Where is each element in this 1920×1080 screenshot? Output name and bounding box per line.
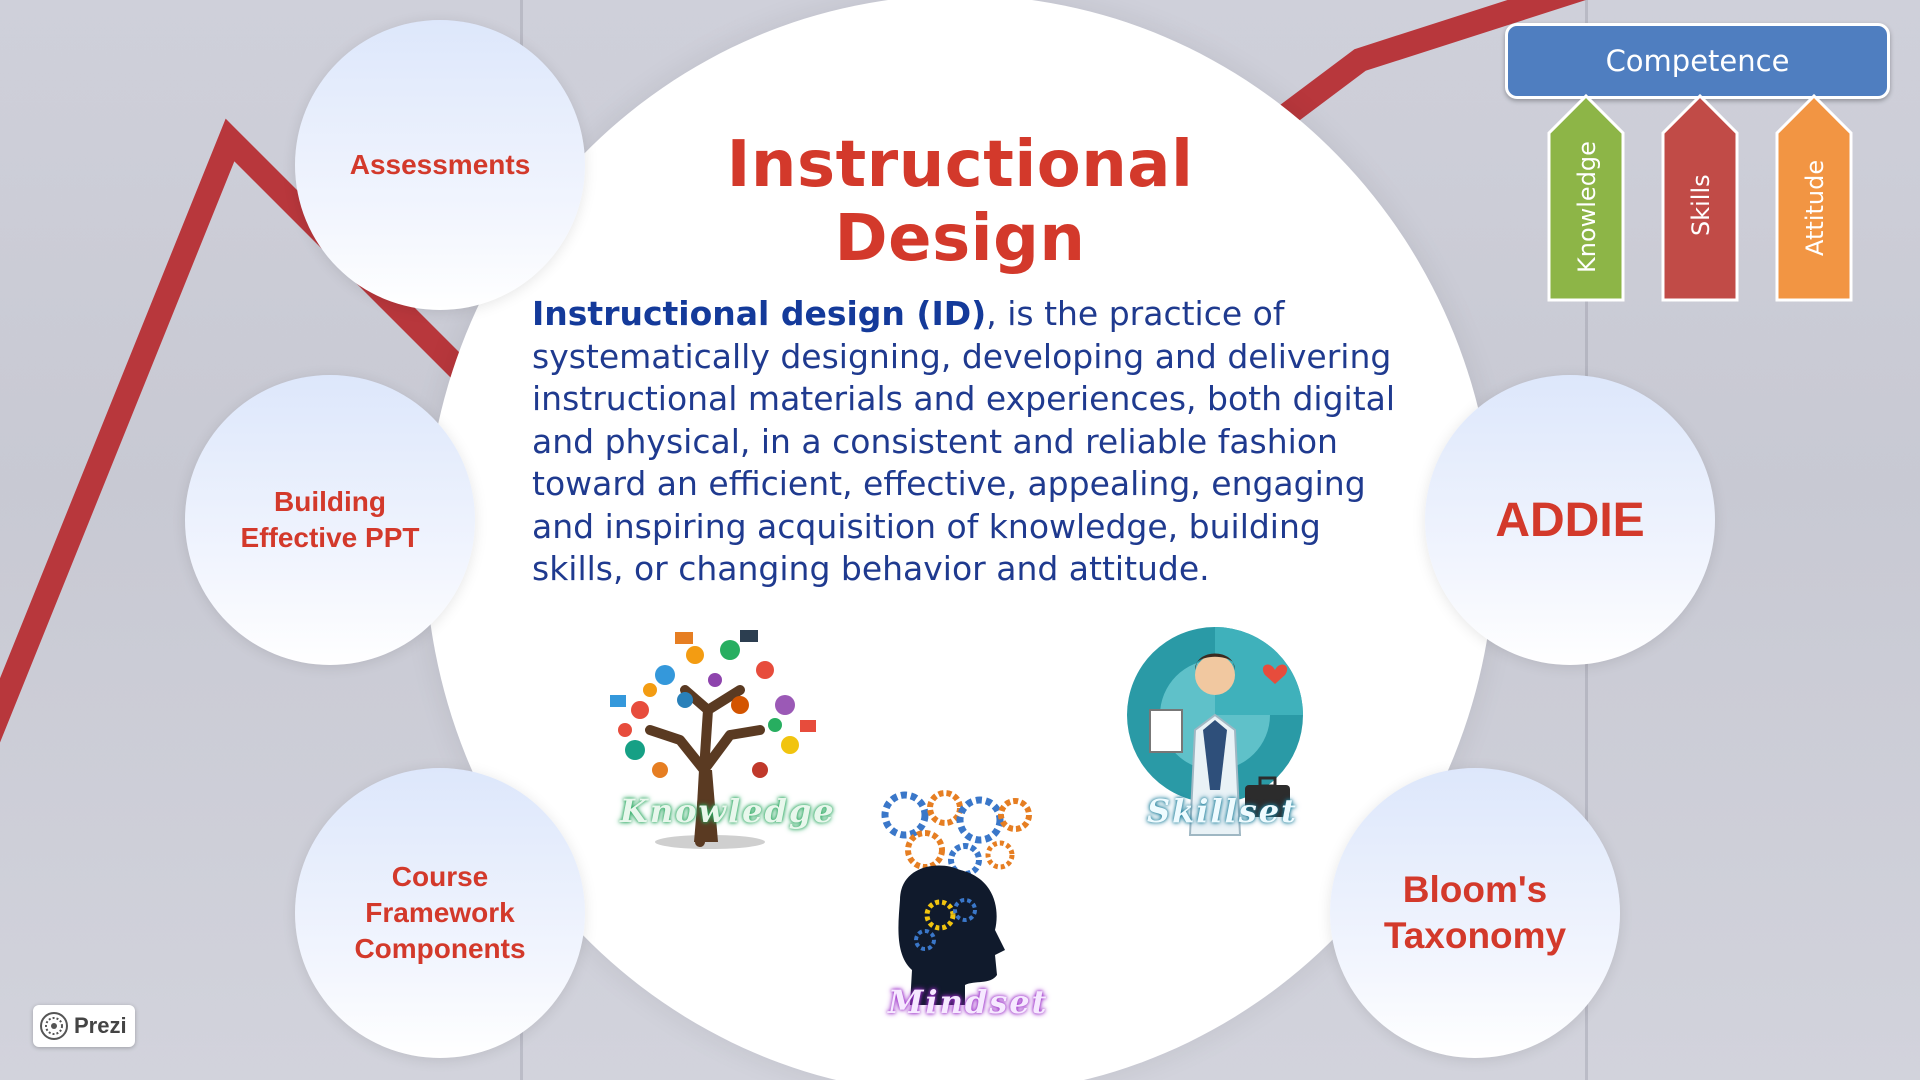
professional-icon [1127,627,1303,836]
node-label-line: Bloom's [1402,869,1548,910]
skillset-label: Skillset [1147,792,1298,830]
node-assessments-label: Assessments [349,149,531,180]
node-label-line: Course [391,861,489,892]
page-title: Instructional Design [726,128,1194,276]
node-building-effective-ppt[interactable]: Building Effective PPT [185,375,475,665]
knowledge-tree-illustration: Knowledge [590,620,834,850]
attitude-pillar-label: Attitude [1801,159,1829,256]
node-label-line: Effective PPT [240,522,420,553]
description-text: Instructional design (ID), is the practi… [532,293,1412,591]
description-term: Instructional design (ID) [532,294,987,333]
description-body: , is the practice of systematically desi… [532,294,1396,588]
prezi-logo-text: Prezi [74,1013,127,1038]
knowledge-label: Knowledge [620,792,836,830]
node-label-line: Taxonomy [1383,915,1567,956]
node-addie[interactable]: ADDIE [1425,375,1715,665]
node-label-line: Components [354,933,526,964]
knowledge-pillar-label: Knowledge [1573,141,1601,273]
node-label-line: Framework [365,897,515,928]
node-addie-label: ADDIE [1495,493,1645,547]
attitude-pillar: Attitude [1774,93,1854,303]
competence-header: Competence [1505,23,1890,99]
prezi-logo[interactable]: Prezi [33,1005,135,1047]
skillset-illustration: Skillset [1115,620,1315,850]
node-blooms-taxonomy[interactable]: Bloom's Taxonomy [1330,768,1620,1058]
prezi-logo-icon [40,1012,68,1040]
mindset-label: Mindset [888,983,1049,1021]
skills-pillar: Skills [1660,93,1740,303]
node-assessments[interactable]: Assessments [295,20,585,310]
competence-header-label: Competence [1605,44,1790,78]
skills-pillar-label: Skills [1687,174,1715,236]
node-course-framework-components[interactable]: Course Framework Components [295,768,585,1058]
tree-icon [610,630,816,849]
mindset-head-illustration: Mindset [870,790,1046,1025]
knowledge-pillar: Knowledge [1546,93,1626,303]
node-label-line: Building [274,486,386,517]
head-gears-icon [881,790,1032,1005]
